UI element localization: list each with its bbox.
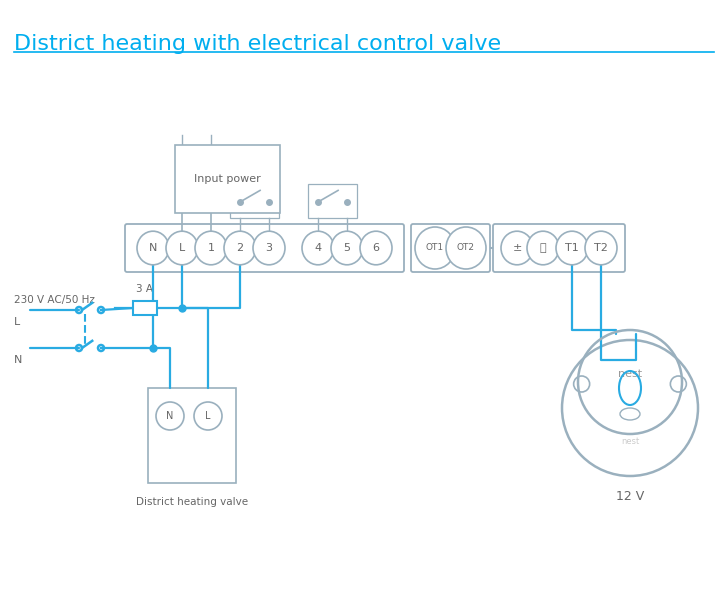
Ellipse shape bbox=[415, 227, 455, 269]
Bar bbox=[230, 184, 279, 218]
Ellipse shape bbox=[253, 231, 285, 265]
Text: T1: T1 bbox=[565, 243, 579, 253]
Text: OT2: OT2 bbox=[457, 244, 475, 252]
Text: nest: nest bbox=[621, 438, 639, 447]
Text: 3 A: 3 A bbox=[136, 284, 154, 294]
Text: L: L bbox=[205, 411, 210, 421]
Text: 5: 5 bbox=[344, 243, 350, 253]
Text: 2: 2 bbox=[237, 243, 244, 253]
Ellipse shape bbox=[156, 402, 184, 430]
Text: L: L bbox=[14, 317, 20, 327]
Ellipse shape bbox=[194, 402, 222, 430]
Ellipse shape bbox=[137, 231, 169, 265]
Ellipse shape bbox=[446, 227, 486, 269]
Ellipse shape bbox=[585, 231, 617, 265]
Ellipse shape bbox=[195, 231, 227, 265]
Text: 3: 3 bbox=[266, 243, 272, 253]
Text: N: N bbox=[149, 243, 157, 253]
Text: ⏚: ⏚ bbox=[539, 243, 546, 253]
Ellipse shape bbox=[166, 231, 198, 265]
Text: 12 V: 12 V bbox=[616, 490, 644, 503]
FancyBboxPatch shape bbox=[125, 224, 404, 272]
Text: T2: T2 bbox=[594, 243, 608, 253]
Text: 1: 1 bbox=[207, 243, 215, 253]
Text: 230 V AC/50 Hz: 230 V AC/50 Hz bbox=[14, 295, 95, 305]
Text: 6: 6 bbox=[373, 243, 379, 253]
Text: N: N bbox=[166, 411, 174, 421]
Text: N: N bbox=[14, 355, 23, 365]
Text: Input power: Input power bbox=[194, 174, 261, 184]
Text: ±: ± bbox=[513, 243, 522, 253]
Bar bbox=[175, 145, 280, 213]
Ellipse shape bbox=[331, 231, 363, 265]
Ellipse shape bbox=[527, 231, 559, 265]
Text: OT1: OT1 bbox=[426, 244, 444, 252]
Bar bbox=[133, 301, 157, 315]
Text: 4: 4 bbox=[314, 243, 322, 253]
Ellipse shape bbox=[302, 231, 334, 265]
Ellipse shape bbox=[360, 231, 392, 265]
Bar bbox=[308, 184, 357, 218]
Text: District heating valve: District heating valve bbox=[136, 497, 248, 507]
Ellipse shape bbox=[556, 231, 588, 265]
Ellipse shape bbox=[501, 231, 533, 265]
FancyBboxPatch shape bbox=[411, 224, 490, 272]
Text: District heating with electrical control valve: District heating with electrical control… bbox=[14, 34, 501, 54]
Ellipse shape bbox=[224, 231, 256, 265]
Text: nest: nest bbox=[618, 369, 642, 379]
FancyBboxPatch shape bbox=[493, 224, 625, 272]
Bar bbox=[148, 388, 236, 483]
Text: L: L bbox=[179, 243, 185, 253]
